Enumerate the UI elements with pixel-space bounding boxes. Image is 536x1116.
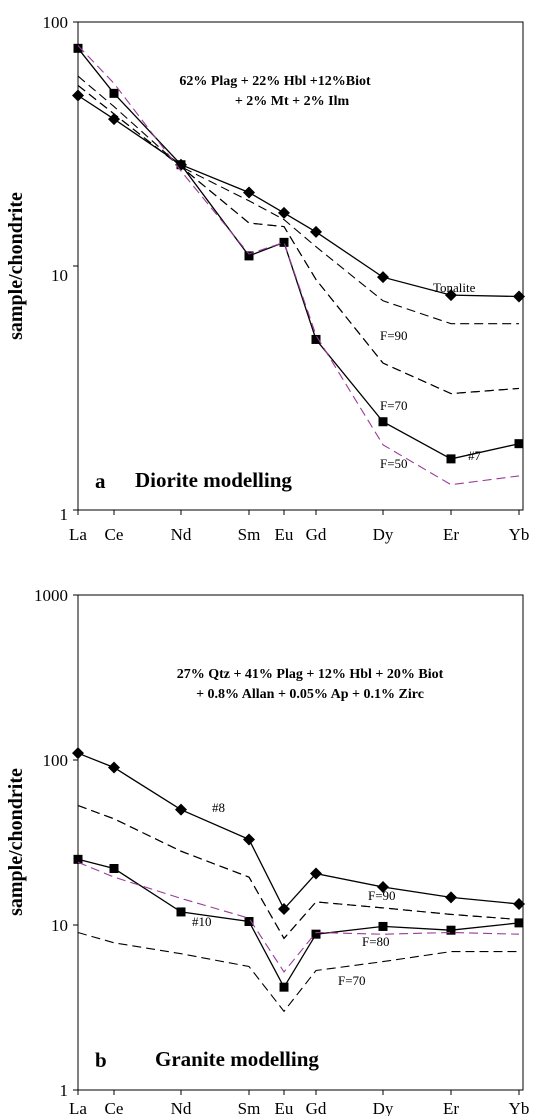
panel-a-point-diamond-eu [278, 206, 290, 219]
panel-a-xtick-sm: Sm [238, 525, 261, 544]
panel-a-series-line-2 [77, 75, 519, 325]
panel-a-point-diamond-er [445, 289, 457, 302]
panel-b-xtick-nd: Nd [171, 1099, 192, 1116]
panel-b-xtick-ce: Ce [105, 1099, 124, 1116]
panel-b-point-square-yb [514, 918, 524, 928]
panel-a-ytick-1: 1 [60, 505, 69, 524]
panel-a-title: Diorite modelling [135, 468, 292, 492]
panel-a-point-diamond-sm [243, 186, 255, 199]
panel-a-point-square-eu [279, 237, 289, 247]
panel-a-label-f50: F=50 [380, 456, 408, 471]
panel-b-xtick-eu: Eu [275, 1099, 294, 1116]
panel-b-xtick-sm: Sm [238, 1099, 261, 1116]
panel-b-point-square-er [446, 925, 456, 935]
panel-b-point-diamond-sm [243, 833, 255, 846]
panel-b: sample/chondrite 1 10 100 1000 27% Qtz +… [5, 586, 529, 1116]
panel-a-point-diamond-dy [377, 271, 389, 284]
panel-a-ytick-100: 100 [43, 13, 69, 32]
panel-a-point-square-er [446, 454, 456, 464]
panel-a-point-diamond-gd [310, 225, 322, 238]
panel-a-point-square-yb [514, 439, 524, 449]
panel-a-point-square-nd [176, 160, 186, 170]
panel-b-point-diamond-er [445, 891, 457, 904]
panel-a-xtick-eu: Eu [275, 525, 294, 544]
panel-a-series-line-5 [77, 45, 520, 486]
panel-b-annotation-line-2: + 0.8% Allan + 0.05% Ap + 0.1% Zirc [196, 687, 424, 702]
panel-a-xtick-ce: Ce [105, 525, 124, 544]
panel-b-point-diamond-gd [310, 867, 322, 880]
panel-a-point-square-ce [109, 88, 119, 98]
panel-a-point-square-la [73, 43, 83, 53]
panel-b-point-diamond-ce [108, 761, 120, 774]
panel-b-label-f80: F=80 [362, 934, 390, 949]
panel-b-frame [77, 594, 524, 1091]
panel-a-xtick-gd: Gd [306, 525, 327, 544]
panel-a-series-line-4 [77, 84, 520, 395]
panel-b-ytick-100: 100 [43, 751, 69, 770]
panel-a-series-line-3 [77, 84, 520, 395]
panel-a-point-diamond-yb [513, 290, 525, 303]
panel-b-ylabel: sample/chondrite [5, 768, 27, 916]
panel-b-label-10: #10 [192, 914, 212, 929]
panel-a-annotation-line-1: 62% Plag + 22% Hbl +12%Biot [179, 74, 371, 89]
panel-b-ytick-1000: 1000 [34, 586, 68, 605]
panel-a-label-tonalite: Tonalite [433, 280, 476, 295]
panel-a-label-7: #7 [468, 448, 482, 463]
panel-b-xtick-dy: Dy [373, 1099, 394, 1116]
panel-b-ytick-1: 1 [60, 1081, 69, 1100]
panel-a-xtick-dy: Dy [373, 525, 394, 544]
panel-a-xtick-nd: Nd [171, 525, 192, 544]
panel-b-label-8: #8 [212, 800, 225, 815]
panel-a-ylabel: sample/chondrite [5, 192, 27, 340]
panel-b-series-line-3 [77, 804, 520, 940]
panel-b-point-square-sm [244, 917, 254, 927]
panel-b-xtick-gd: Gd [306, 1099, 327, 1116]
panel-b-xtick-er: Er [443, 1099, 459, 1116]
panel-b-point-diamond-eu [278, 903, 290, 916]
panel-a-ytick-10: 10 [51, 266, 68, 285]
panel-a-point-square-sm [244, 251, 254, 261]
panel-a-letter: a [95, 469, 106, 493]
panel-b-ytick-10: 10 [51, 916, 68, 935]
panel-b-label-f70: F=70 [338, 973, 366, 988]
panel-a-point-diamond-la [72, 89, 84, 102]
panel-b-xtick-yb: Yb [509, 1099, 530, 1116]
panel-b-point-square-ce [109, 864, 119, 874]
panel-a-label-f70: F=70 [380, 398, 408, 413]
panel-b-title: Granite modelling [155, 1047, 319, 1071]
panel-a-point-diamond-ce [108, 113, 120, 126]
panel-b-series-line-4 [77, 861, 520, 973]
panel-a-xtick-yb: Yb [509, 525, 530, 544]
panel-a-point-square-gd [311, 334, 321, 344]
panel-b-point-diamond-dy [377, 880, 389, 893]
panel-b-series-line-2 [77, 804, 520, 940]
panel-b-xtick-la: La [69, 1099, 87, 1116]
panel-a: sample/chondrite 1 10 100 62% Plag + 22%… [5, 13, 529, 544]
panel-a-xtick-er: Er [443, 525, 459, 544]
panel-b-point-square-la [73, 854, 83, 864]
panel-b-annotation-line-1: 27% Qtz + 41% Plag + 12% Hbl + 20% Biot [177, 667, 444, 682]
panel-b-point-diamond-nd [175, 803, 187, 816]
panel-a-xtick-la: La [69, 525, 87, 544]
panel-a-series-line-1 [77, 47, 520, 460]
panel-b-point-square-nd [176, 907, 186, 917]
panel-a-point-square-dy [378, 417, 388, 427]
panel-b-point-square-dy [378, 921, 388, 931]
panel-b-point-square-eu [279, 982, 289, 992]
panel-b-series-line-0 [77, 752, 520, 911]
panel-b-point-diamond-yb [513, 898, 525, 911]
panel-b-label-f90: F=90 [368, 888, 396, 903]
panel-a-annotation-line-2: + 2% Mt + 2% Ilm [235, 94, 350, 109]
panel-b-series-line-1 [77, 858, 520, 989]
panel-a-label-f90: F=90 [380, 328, 408, 343]
panel-b-point-diamond-la [72, 747, 84, 760]
panel-b-letter: b [95, 1048, 107, 1072]
panel-b-series-line-5 [77, 931, 519, 1013]
panel-b-point-square-gd [311, 929, 321, 939]
